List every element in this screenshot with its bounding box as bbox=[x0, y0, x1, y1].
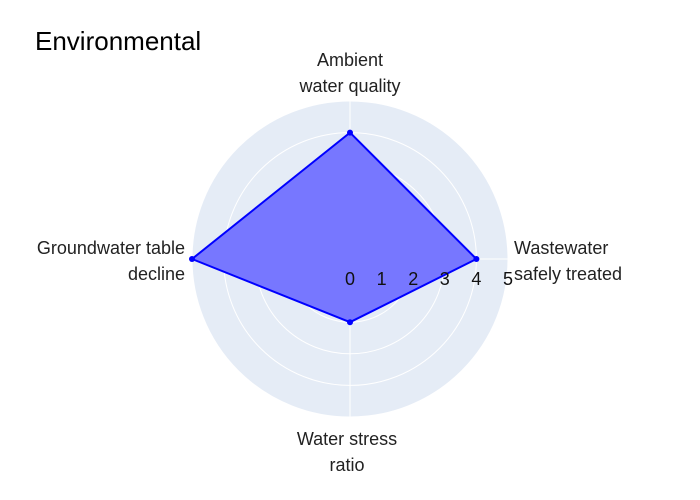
data-point bbox=[473, 256, 480, 262]
series-layer bbox=[189, 129, 480, 326]
radial-tick-label: 4 bbox=[471, 269, 481, 289]
chart-title: Environmental bbox=[35, 26, 201, 56]
radial-tick-label: 3 bbox=[440, 269, 450, 289]
axis-label: Wastewater safely treated bbox=[514, 238, 622, 284]
axis-label: Water stress ratio bbox=[297, 429, 397, 475]
axis-label: Groundwater table decline bbox=[37, 238, 185, 284]
radial-tick-labels: 0 1 2 3 4 5 bbox=[345, 269, 513, 289]
radial-tick-label: 1 bbox=[377, 269, 387, 289]
data-point bbox=[347, 129, 353, 136]
radial-tick-label: 0 bbox=[345, 269, 355, 289]
axis-label: Ambient water quality bbox=[298, 50, 400, 96]
data-point bbox=[347, 319, 353, 326]
radial-tick-label: 5 bbox=[503, 269, 513, 289]
radial-tick-label: 2 bbox=[408, 269, 418, 289]
data-point bbox=[189, 256, 195, 262]
axis-labels: Wastewater safely treated Ambient water qua… bbox=[37, 50, 622, 475]
